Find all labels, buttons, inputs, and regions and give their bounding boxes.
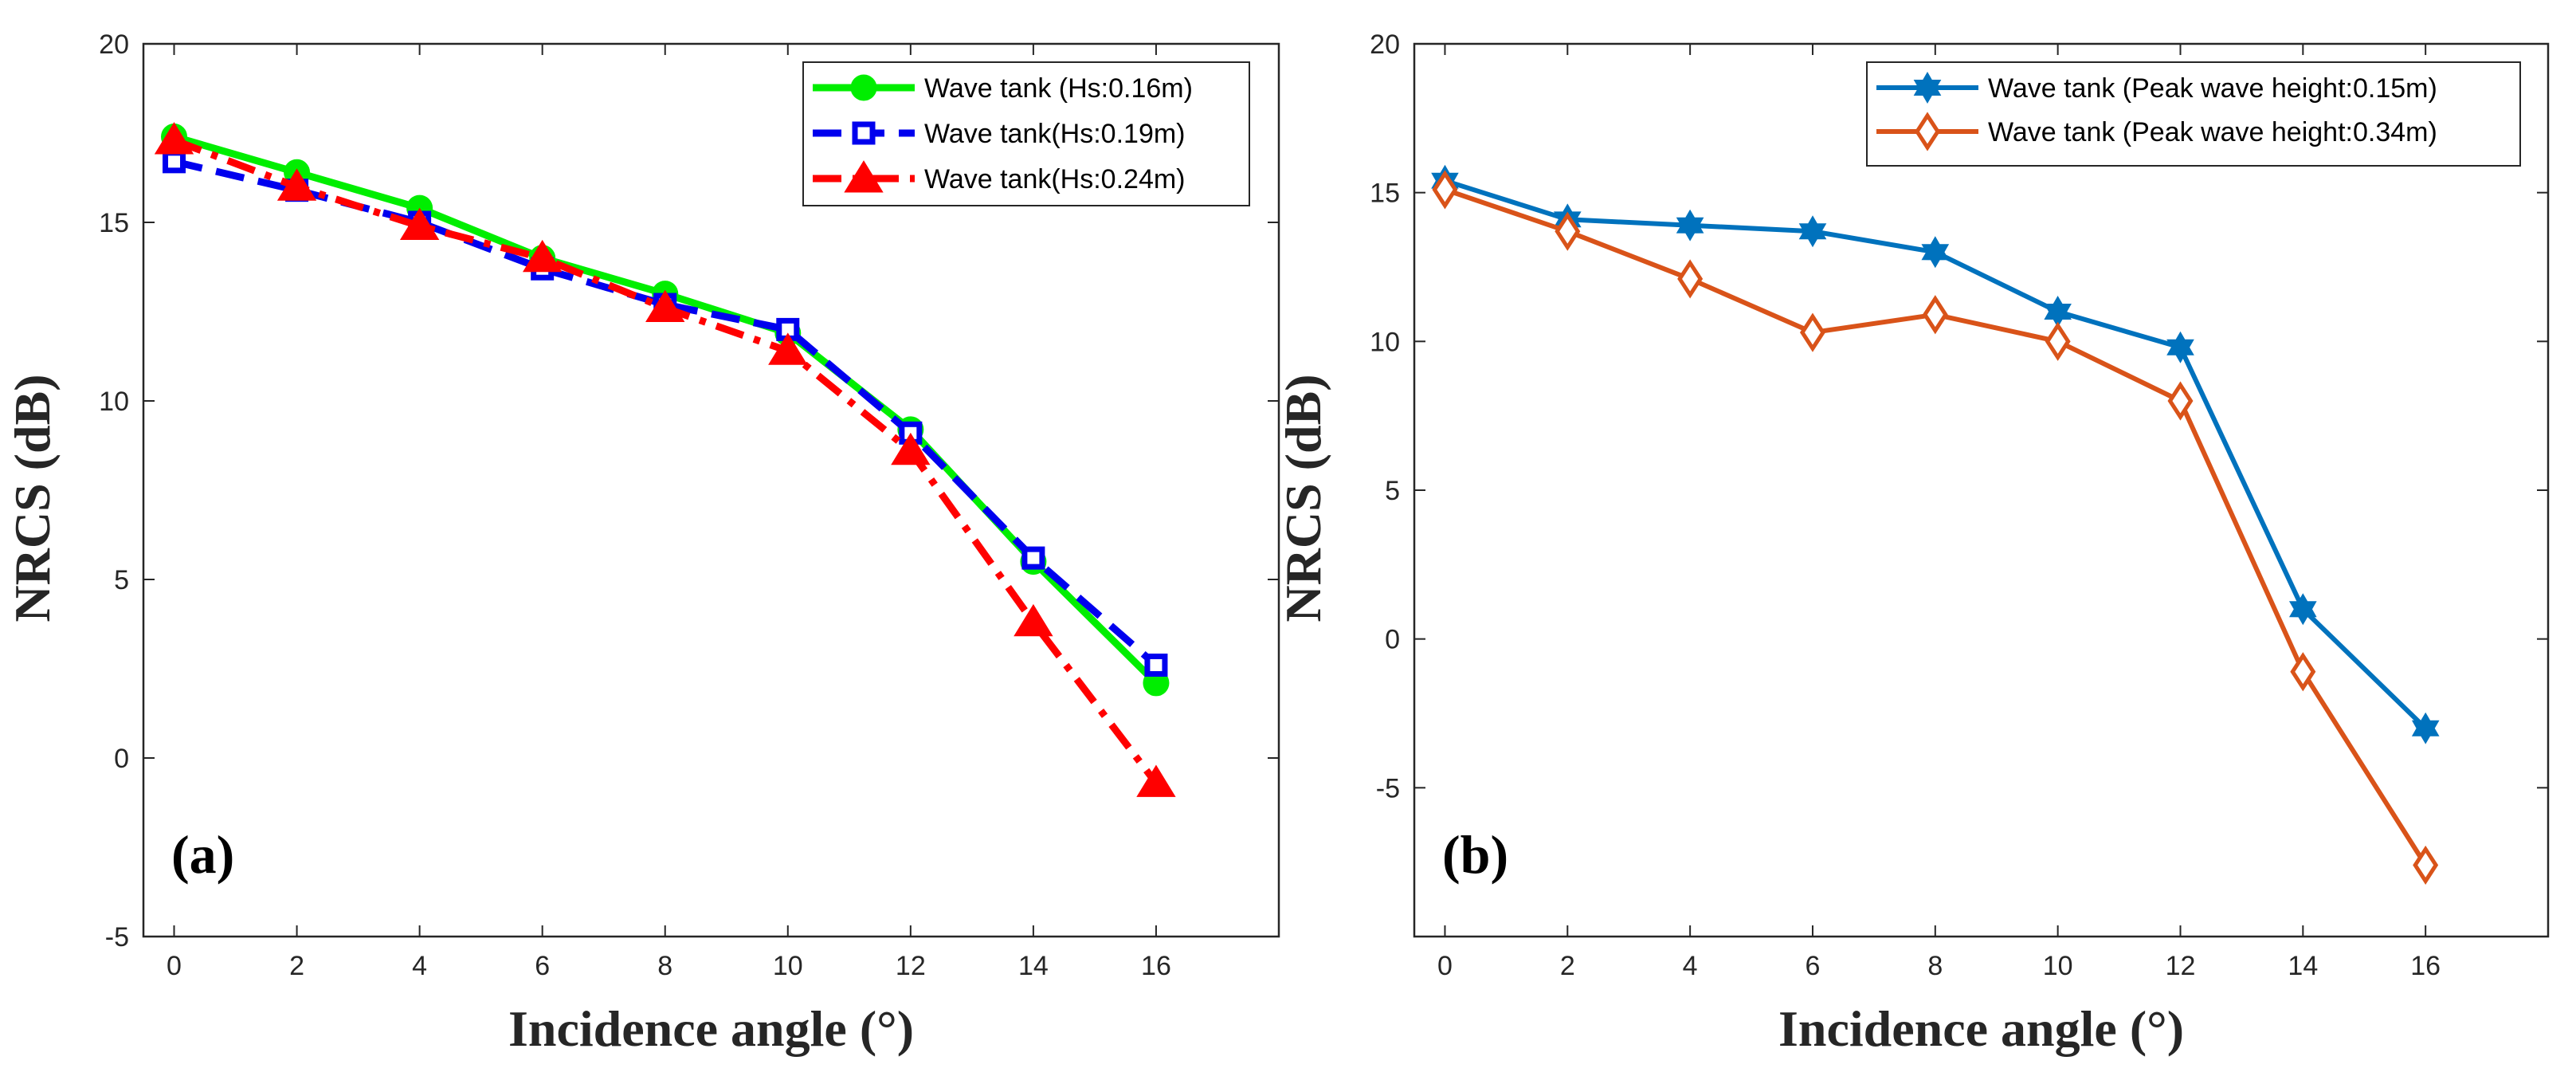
y-tick-label: 15 <box>1370 179 1400 209</box>
chart-panel-b: 0 2 4 6 8 10 12 14 16 -5 0 5 10 15 20 Incidence angle (… <box>1275 29 2550 1057</box>
data-point <box>2167 381 2194 421</box>
y-tick-label: 10 <box>99 387 129 417</box>
data-point <box>2290 652 2316 692</box>
x-tick-label: 8 <box>657 951 672 981</box>
x-tick-label: 4 <box>412 951 427 981</box>
x-tick-label: 8 <box>1927 951 1943 981</box>
y-tick-label: 20 <box>99 29 129 60</box>
x-tick-label: 16 <box>2410 951 2441 981</box>
y-tick-label: 5 <box>1385 476 1400 506</box>
legend-label: Wave tank (Peak wave height:0.15m) <box>1988 73 2437 104</box>
x-tick-label: 14 <box>1018 951 1049 981</box>
data-point <box>1798 215 1827 248</box>
y-tick-label: 20 <box>1370 29 1400 60</box>
legend-label: Wave tank(Hs:0.19m) <box>924 119 1186 149</box>
data-point <box>1921 236 1950 269</box>
data-point <box>2045 321 2071 361</box>
x-tick-label: 6 <box>1806 951 1821 981</box>
x-tick-label: 10 <box>773 951 803 981</box>
series-line <box>173 158 1159 668</box>
data-point <box>276 168 317 201</box>
x-tick-label: 0 <box>1437 951 1453 981</box>
data-point <box>1014 603 1053 637</box>
data-point <box>2166 331 2194 363</box>
data-point <box>1432 170 1458 210</box>
series-2 <box>1432 170 2439 885</box>
x-tick-label: 14 <box>2288 951 2318 981</box>
series-3 <box>154 122 1176 797</box>
y-tick-label: 0 <box>114 744 129 774</box>
x-tick-label: 2 <box>289 951 304 981</box>
x-tick-label: 6 <box>535 951 550 981</box>
y-axis-label: NRCS (dB) <box>4 374 61 622</box>
y-tick-label: 5 <box>114 565 129 595</box>
y-tick-label: -5 <box>1376 773 1400 803</box>
legend: Wave tank (Peak wave height:0.15m) Wave t… <box>1866 61 2521 167</box>
data-point <box>2411 712 2440 744</box>
legend-marker <box>852 121 876 145</box>
x-tick-label: 12 <box>2166 951 2196 981</box>
y-axis-label: NRCS (dB) <box>1275 374 1331 622</box>
data-point <box>399 207 440 240</box>
legend-label: Wave tank (Peak wave height:0.34m) <box>1988 117 2437 147</box>
data-point <box>1136 764 1176 797</box>
legend-marker <box>844 160 884 193</box>
data-point <box>1144 654 1168 678</box>
legend-box <box>1866 61 2521 167</box>
data-point <box>1676 209 1704 242</box>
y-tick-label: 10 <box>1370 327 1400 357</box>
x-tick-label: 4 <box>1683 951 1698 981</box>
panel-label: (a) <box>171 824 234 885</box>
x-tick-label: 0 <box>167 951 182 981</box>
x-tick-label: 16 <box>1141 951 1171 981</box>
legend-label: Wave tank (Hs:0.16m) <box>924 73 1193 104</box>
series-1 <box>1431 164 2440 744</box>
data-point <box>891 432 931 465</box>
x-tick-label: 12 <box>896 951 926 981</box>
x-tick-label: 10 <box>2043 951 2073 981</box>
chart-panel-a: 0 2 4 6 8 10 12 14 16 -5 0 5 10 15 20 Incidence angle (… <box>4 29 1280 1057</box>
y-tick-label: -5 <box>105 922 129 952</box>
plot-area <box>1413 42 2550 938</box>
data-point <box>1677 259 1704 299</box>
data-point <box>1021 546 1045 570</box>
data-point <box>1555 211 1581 251</box>
y-tick-label: 0 <box>1385 625 1400 655</box>
legend-label: Wave tank(Hs:0.24m) <box>924 164 1186 194</box>
data-point <box>2413 845 2439 885</box>
legend-marker <box>850 74 877 101</box>
legend: Wave tank (Hs:0.16m) Wave tank(Hs:0.19m) W… <box>802 61 1250 206</box>
data-point <box>1922 295 1948 335</box>
x-axis-label: Incidence angle (°) <box>1778 1000 2184 1057</box>
data-point <box>2288 593 2317 626</box>
data-point <box>154 122 194 155</box>
x-tick-label: 2 <box>1560 951 1575 981</box>
data-point <box>645 289 685 323</box>
data-point <box>1799 312 1825 352</box>
legend-marker <box>1915 112 1940 151</box>
data-point <box>523 239 563 273</box>
data-point <box>163 150 186 174</box>
x-axis-label: Incidence angle (°) <box>508 1000 914 1057</box>
panel-label: (b) <box>1442 824 1508 885</box>
legend-marker <box>1913 72 1942 104</box>
data-point <box>768 332 808 365</box>
y-tick-label: 15 <box>99 208 129 238</box>
